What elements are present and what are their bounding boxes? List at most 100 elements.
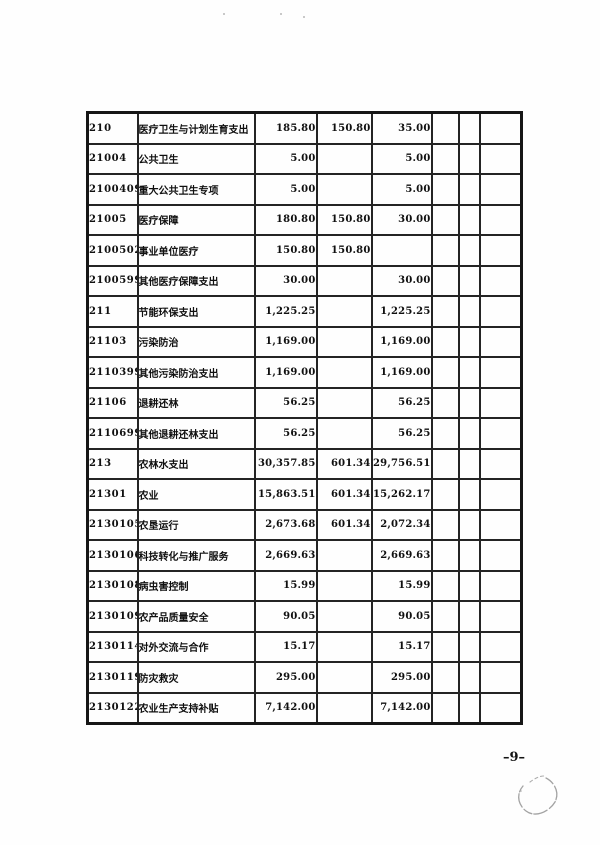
empty-cell <box>478 508 523 541</box>
amount-cell: 90.05 <box>370 600 433 633</box>
name-cell: 病虫害控制 <box>136 569 256 602</box>
empty-cell <box>478 173 523 206</box>
name-cell: 对外交流与合作 <box>136 630 256 663</box>
amount-cell: 56.25 <box>370 417 433 450</box>
empty-cell <box>430 569 460 602</box>
empty-cell <box>457 417 481 450</box>
empty-cell <box>430 417 460 450</box>
name-cell: 农林水支出 <box>136 447 256 480</box>
empty-cell <box>430 325 460 358</box>
amount-cell <box>315 386 373 419</box>
amount-cell: 2,669.63 <box>253 539 318 572</box>
name-cell: 其他退耕还林支出 <box>136 417 256 450</box>
amount-cell: 5.00 <box>370 173 433 206</box>
code-cell: 21004 <box>86 142 139 175</box>
amount-cell: 56.25 <box>253 386 318 419</box>
empty-cell <box>457 661 481 694</box>
empty-cell <box>457 234 481 267</box>
empty-cell <box>478 478 523 511</box>
empty-cell <box>430 600 460 633</box>
code-cell: 21106 <box>86 386 139 419</box>
code-cell: 2130106 <box>86 539 139 572</box>
empty-cell <box>430 295 460 328</box>
amount-cell: 29,756.51 <box>370 447 433 480</box>
amount-cell: 185.80 <box>253 111 318 145</box>
name-cell: 医疗卫生与计划生育支出 <box>136 111 256 145</box>
amount-cell: 35.00 <box>370 111 433 145</box>
scan-speck <box>280 13 282 15</box>
amount-cell <box>315 173 373 206</box>
table-row: 2130122 农业生产支持补贴 7,142.00 7,142.00 <box>86 691 523 725</box>
empty-cell <box>430 691 460 725</box>
page-number: –9– <box>502 750 526 765</box>
code-cell: 21103 <box>86 325 139 358</box>
empty-cell <box>478 386 523 419</box>
empty-cell <box>457 539 481 572</box>
empty-cell <box>430 234 460 267</box>
empty-cell <box>478 600 523 633</box>
empty-cell <box>478 142 523 175</box>
pen-scribble-mark <box>518 775 558 815</box>
name-cell: 重大公共卫生专项 <box>136 173 256 206</box>
amount-cell <box>315 691 373 725</box>
amount-cell: 1,225.25 <box>370 295 433 328</box>
amount-cell: 150.80 <box>315 234 373 267</box>
empty-cell <box>457 478 481 511</box>
table-row: 21103 污染防治 1,169.00 1,169.00 <box>86 325 523 358</box>
code-cell: 2100599 <box>86 264 139 297</box>
amount-cell <box>315 264 373 297</box>
amount-cell <box>315 569 373 602</box>
amount-cell <box>315 142 373 175</box>
empty-cell <box>457 203 481 236</box>
table-row: 2100502 事业单位医疗 150.80 150.80 <box>86 234 523 267</box>
amount-cell: 601.34 <box>315 478 373 511</box>
code-cell: 2130109 <box>86 600 139 633</box>
amount-cell: 15.17 <box>253 630 318 663</box>
table-row: 2130108 病虫害控制 15.99 15.99 <box>86 569 523 602</box>
table-row: 2130114 对外交流与合作 15.17 15.17 <box>86 630 523 663</box>
empty-cell <box>430 478 460 511</box>
amount-cell: 90.05 <box>253 600 318 633</box>
name-cell: 防灾救灾 <box>136 661 256 694</box>
name-cell: 农产品质量安全 <box>136 600 256 633</box>
amount-cell: 1,169.00 <box>253 325 318 358</box>
name-cell: 其他医疗保障支出 <box>136 264 256 297</box>
empty-cell <box>478 661 523 694</box>
amount-cell: 56.25 <box>370 386 433 419</box>
name-cell: 农业生产支持补贴 <box>136 691 256 725</box>
name-cell: 医疗保障 <box>136 203 256 236</box>
empty-cell <box>430 173 460 206</box>
code-cell: 2130108 <box>86 569 139 602</box>
amount-cell <box>315 356 373 389</box>
amount-cell: 30.00 <box>253 264 318 297</box>
table-row: 2110699 其他退耕还林支出 56.25 56.25 <box>86 417 523 450</box>
empty-cell <box>478 539 523 572</box>
amount-cell: 2,669.63 <box>370 539 433 572</box>
code-cell: 2110399 <box>86 356 139 389</box>
empty-cell <box>457 386 481 419</box>
name-cell: 事业单位医疗 <box>136 234 256 267</box>
code-cell: 2100502 <box>86 234 139 267</box>
empty-cell <box>457 325 481 358</box>
amount-cell <box>315 295 373 328</box>
table-row: 211 节能环保支出 1,225.25 1,225.25 <box>86 295 523 328</box>
amount-cell: 30,357.85 <box>253 447 318 480</box>
empty-cell <box>478 691 523 725</box>
name-cell: 公共卫生 <box>136 142 256 175</box>
code-cell: 213 <box>86 447 139 480</box>
empty-cell <box>430 447 460 480</box>
table-row: 2130109 农产品质量安全 90.05 90.05 <box>86 600 523 633</box>
empty-cell <box>457 264 481 297</box>
empty-cell <box>457 691 481 725</box>
amount-cell <box>370 234 433 267</box>
empty-cell <box>430 356 460 389</box>
empty-cell <box>457 630 481 663</box>
empty-cell <box>457 142 481 175</box>
budget-expenditure-table: 210 医疗卫生与计划生育支出 185.80 150.80 35.00 21004 公共卫生… <box>86 111 523 725</box>
code-cell: 2130114 <box>86 630 139 663</box>
code-cell: 2130122 <box>86 691 139 725</box>
amount-cell: 2,673.68 <box>253 508 318 541</box>
empty-cell <box>457 173 481 206</box>
empty-cell <box>457 111 481 145</box>
